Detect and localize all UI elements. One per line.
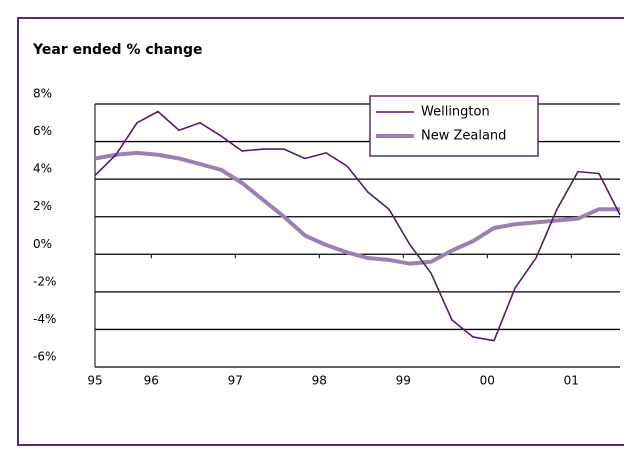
y-tick-label: 6% (33, 124, 52, 138)
y-tick-label: 2% (33, 199, 52, 213)
chart-subtitle: Year ended % change (32, 42, 203, 58)
legend-box (369, 95, 539, 157)
x-tick-label: 97 (228, 374, 243, 388)
y-tick-label: -6% (33, 350, 56, 364)
x-tick-label: 96 (144, 374, 159, 388)
legend-label: Wellington (421, 105, 490, 120)
y-tick-label: -2% (33, 274, 56, 288)
frame (17, 17, 624, 446)
y-tick-label: 0% (33, 237, 52, 251)
y-tick-label: 4% (33, 162, 52, 176)
x-tick-label: 95 (87, 374, 102, 388)
series-line (94, 150, 620, 266)
series-line (94, 110, 621, 342)
x-tick-label: 98 (312, 374, 327, 388)
y-tick-label: 8% (33, 87, 52, 101)
x-tick-label: 01 (564, 374, 579, 388)
x-tick-label: 99 (396, 374, 411, 388)
x-tick-label: 00 (480, 374, 495, 388)
y-tick-label: -4% (33, 312, 56, 326)
legend-label: New Zealand (421, 129, 506, 144)
